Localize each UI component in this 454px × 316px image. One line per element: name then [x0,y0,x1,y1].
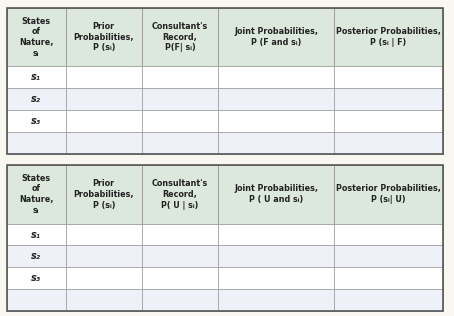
Bar [218,88,334,110]
Bar [66,289,142,311]
Bar [142,246,218,267]
Bar [142,88,218,110]
Text: Prior
Probabilities,
P (sᵢ): Prior Probabilities, P (sᵢ) [74,22,134,52]
Bar [142,267,218,289]
Bar [7,8,66,66]
Bar [7,289,66,311]
Bar [334,8,443,66]
Text: s₁: s₁ [31,229,41,240]
Text: s₂: s₂ [31,252,41,261]
Bar [66,267,142,289]
Bar [218,289,334,311]
Bar [142,8,218,66]
Bar [7,246,66,267]
Bar [7,66,66,88]
Text: Posterior Probabilities,
P (sᵢ | F): Posterior Probabilities, P (sᵢ | F) [336,27,441,47]
Bar [66,224,142,246]
Bar [334,110,443,132]
Text: Joint Probabilities,
P (F and sᵢ): Joint Probabilities, P (F and sᵢ) [234,27,318,47]
Bar [66,110,142,132]
Text: s₁: s₁ [31,72,41,82]
Text: States
of
Nature,
sᵢ: States of Nature, sᵢ [19,174,54,215]
Bar [66,132,142,154]
Bar [142,289,218,311]
Bar [334,289,443,311]
Text: s₃: s₃ [31,116,41,126]
Bar [66,165,142,224]
Bar [142,132,218,154]
Bar [66,88,142,110]
Bar [334,132,443,154]
Text: Prior
Probabilities,
P (sᵢ): Prior Probabilities, P (sᵢ) [74,179,134,210]
Text: States
of
Nature,
sᵢ: States of Nature, sᵢ [19,16,54,58]
Bar [66,8,142,66]
Bar [142,224,218,246]
Text: s₃: s₃ [31,273,41,283]
Bar [142,66,218,88]
Bar [142,165,218,224]
Bar [334,246,443,267]
Bar [7,132,66,154]
Bar [218,66,334,88]
Text: Consultant's
Record,
P( U | sᵢ): Consultant's Record, P( U | sᵢ) [152,179,208,210]
Bar [7,110,66,132]
Bar [218,8,334,66]
Bar [66,246,142,267]
Bar [218,165,334,224]
Bar [218,224,334,246]
Bar [7,165,66,224]
Bar [334,165,443,224]
Bar [66,66,142,88]
Bar [7,267,66,289]
Text: Posterior Probabilities,
P (sᵢ| U): Posterior Probabilities, P (sᵢ| U) [336,185,441,204]
Text: Consultant's
Record,
P(F| sᵢ): Consultant's Record, P(F| sᵢ) [152,22,208,52]
Text: Joint Probabilities,
P ( U and sᵢ): Joint Probabilities, P ( U and sᵢ) [234,185,318,204]
Bar [334,66,443,88]
Bar [218,132,334,154]
Bar [334,88,443,110]
Bar [142,110,218,132]
Bar [218,110,334,132]
Bar [218,267,334,289]
Bar [7,224,66,246]
Bar [334,267,443,289]
Text: s₂: s₂ [31,94,41,104]
Bar [7,88,66,110]
Bar [218,246,334,267]
Bar [334,224,443,246]
